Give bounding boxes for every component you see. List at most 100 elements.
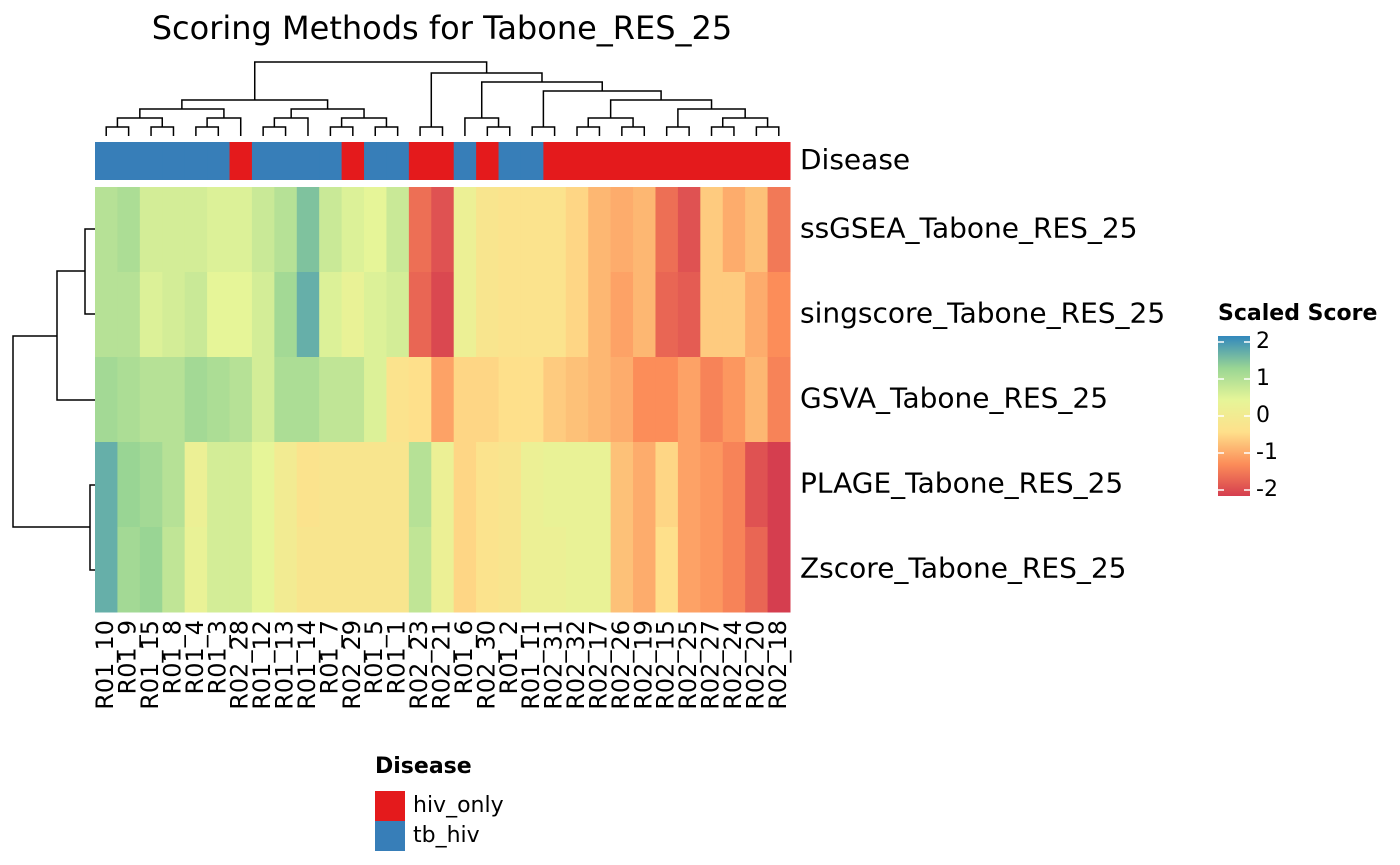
heatmap-cell: [655, 442, 679, 528]
heatmap-cell: [207, 272, 231, 358]
heatmap-cell: [588, 187, 612, 273]
heatmap-cell: [184, 357, 208, 443]
row-dendrogram: [12, 228, 95, 571]
column-label: R01_8: [158, 620, 186, 694]
chart-title: Scoring Methods for Tabone_RES_25: [152, 9, 733, 47]
heatmap-cell: [117, 357, 141, 443]
annotation-cell: [700, 142, 724, 180]
annotation-cell: [207, 142, 231, 180]
colorbar-tick-label: 0: [1256, 403, 1270, 428]
column-label: R02_31: [540, 620, 568, 710]
heatmap-cell: [95, 187, 118, 273]
annotation-cell: [431, 142, 455, 180]
heatmap-cell: [431, 442, 455, 528]
annotation-cell: [543, 142, 567, 180]
heatmap-cell: [655, 527, 679, 613]
heatmap-cell: [386, 527, 410, 613]
heatmap-cell: [520, 442, 544, 528]
heatmap-cell: [633, 272, 656, 358]
heatmap-cell: [565, 187, 589, 273]
heatmap-cell: [408, 527, 432, 613]
heatmap-cell: [767, 272, 791, 358]
heatmap-cell: [431, 357, 455, 443]
legend-swatch: [375, 821, 405, 851]
heatmap-cell: [610, 442, 634, 528]
heatmap-cell: [476, 442, 500, 528]
heatmap-cell: [296, 187, 320, 273]
row-label: Zscore_Tabone_RES_25: [800, 552, 1126, 585]
annotation-cell: [633, 142, 656, 180]
heatmap-cell: [364, 442, 387, 528]
annotation-cell: [319, 142, 343, 180]
heatmap-cell: [498, 442, 522, 528]
heatmap-cell: [655, 357, 679, 443]
heatmap-cell: [408, 272, 432, 358]
heatmap-cell: [274, 187, 298, 273]
heatmap-cell: [386, 187, 410, 273]
heatmap-cell: [633, 527, 656, 613]
heatmap-cell: [184, 527, 208, 613]
heatmap-cell: [767, 527, 791, 613]
heatmap-cell: [274, 272, 298, 358]
heatmap-cell: [543, 357, 567, 443]
heatmap-cell: [633, 357, 656, 443]
annotation-cell: [476, 142, 500, 180]
heatmap-cell: [588, 272, 612, 358]
heatmap-cell: [453, 187, 477, 273]
annotation-cell: [95, 142, 118, 180]
heatmap-cell: [453, 527, 477, 613]
heatmap-cell: [520, 527, 544, 613]
legend-label: tb_hiv: [413, 823, 480, 848]
heatmap-cell: [386, 357, 410, 443]
heatmap-cell: [588, 357, 612, 443]
heatmap-cell: [633, 187, 656, 273]
heatmap-cell: [341, 272, 365, 358]
heatmap-cell: [565, 442, 589, 528]
heatmap-cell: [364, 187, 387, 273]
heatmap-cell: [296, 527, 320, 613]
heatmap-cell: [386, 442, 410, 528]
heatmap-cell: [184, 442, 208, 528]
heatmap-cell: [95, 357, 118, 443]
heatmap-cell: [162, 527, 186, 613]
annotation-cell: [408, 142, 432, 180]
heatmap-cell: [610, 187, 634, 273]
annotation-cell: [184, 142, 208, 180]
heatmap-cell: [117, 272, 141, 358]
heatmap-cell: [207, 527, 231, 613]
colorbar-tick-label: -1: [1256, 440, 1278, 465]
heatmap-cell: [722, 187, 746, 273]
heatmap-cell: [139, 442, 163, 528]
annotation-cell: [767, 142, 791, 180]
heatmap-cell: [162, 357, 186, 443]
column-dendrogram: [105, 61, 780, 136]
heatmap-cell: [520, 272, 544, 358]
heatmap-cell: [207, 442, 231, 528]
heatmap-cell: [364, 272, 387, 358]
heatmap-cell: [251, 187, 275, 273]
heatmap-cell: [745, 442, 769, 528]
annotation-cell: [520, 142, 544, 180]
heatmap-cell: [722, 272, 746, 358]
heatmap-cell: [319, 527, 343, 613]
heatmap-cell: [95, 272, 118, 358]
annotation-cell: [229, 142, 253, 180]
heatmap-cell: [274, 357, 298, 443]
heatmap-cell: [745, 272, 769, 358]
dendrogram-branch: [105, 61, 780, 136]
heatmap-cell: [251, 442, 275, 528]
heatmap-cell: [565, 272, 589, 358]
row-label: ssGSEA_Tabone_RES_25: [800, 212, 1138, 245]
heatmap-cell: [610, 272, 634, 358]
heatmap-cell: [341, 527, 365, 613]
column-label: R02_24: [719, 620, 747, 710]
annotation-cell: [296, 142, 320, 180]
heatmap-cell: [184, 187, 208, 273]
heatmap-cell: [229, 272, 253, 358]
heatmap-cell: [543, 187, 567, 273]
heatmap-cell: [341, 187, 365, 273]
heatmap-cell: [655, 187, 679, 273]
heatmap-cell: [207, 187, 231, 273]
heatmap-cell: [364, 357, 387, 443]
heatmap-cell: [139, 527, 163, 613]
